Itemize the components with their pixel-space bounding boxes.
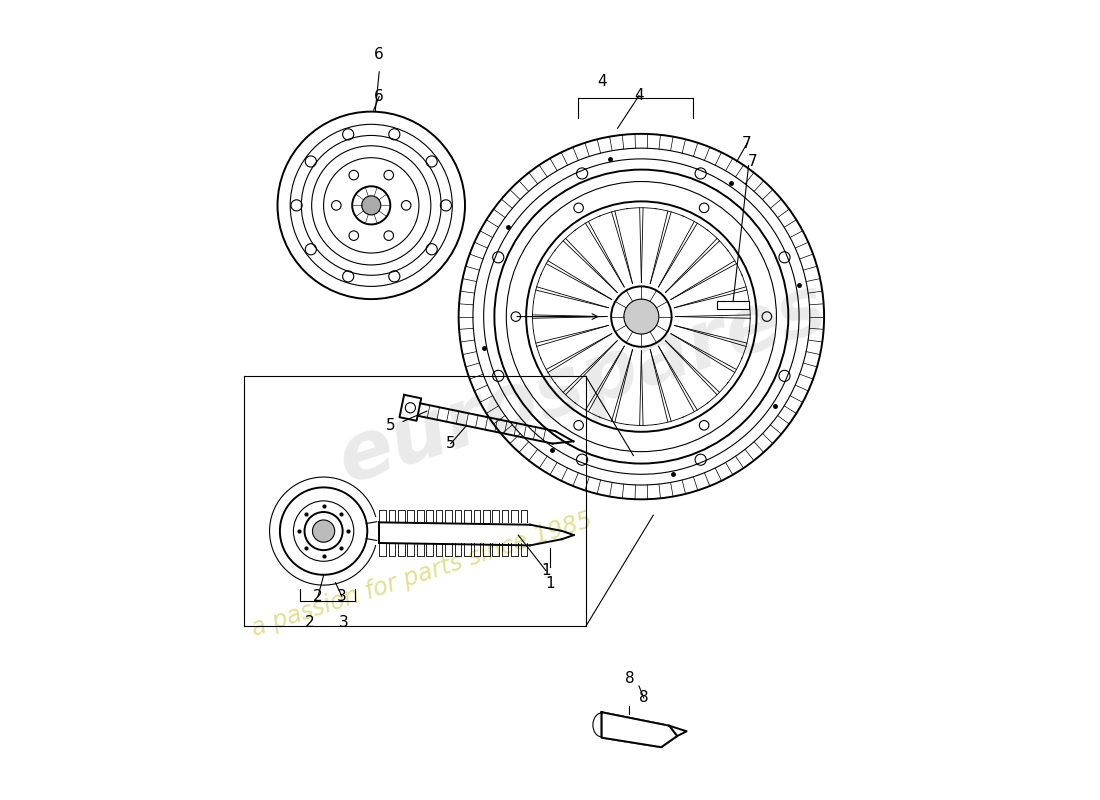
- Text: 4: 4: [597, 74, 606, 89]
- Text: 8: 8: [625, 671, 635, 686]
- Bar: [717, 301, 749, 309]
- Circle shape: [312, 520, 334, 542]
- Text: 2: 2: [305, 615, 315, 630]
- Text: 1: 1: [541, 563, 551, 578]
- Text: 5: 5: [386, 418, 396, 433]
- Text: 4: 4: [635, 88, 643, 103]
- Text: a passion for parts since 1985: a passion for parts since 1985: [249, 508, 595, 642]
- Circle shape: [352, 186, 390, 225]
- Circle shape: [362, 196, 381, 215]
- Text: 5: 5: [446, 436, 455, 451]
- Text: 3: 3: [339, 615, 349, 630]
- Circle shape: [624, 299, 659, 334]
- Text: 7: 7: [742, 136, 751, 151]
- Text: 2: 2: [314, 589, 322, 604]
- Polygon shape: [602, 712, 678, 747]
- Text: 6: 6: [374, 89, 384, 104]
- Text: 7: 7: [748, 154, 758, 169]
- Text: eurospares: eurospares: [328, 268, 836, 500]
- Text: 8: 8: [639, 690, 649, 706]
- Circle shape: [612, 286, 671, 346]
- Text: 3: 3: [337, 589, 346, 604]
- Text: 1: 1: [546, 576, 554, 591]
- Text: 6: 6: [374, 47, 384, 62]
